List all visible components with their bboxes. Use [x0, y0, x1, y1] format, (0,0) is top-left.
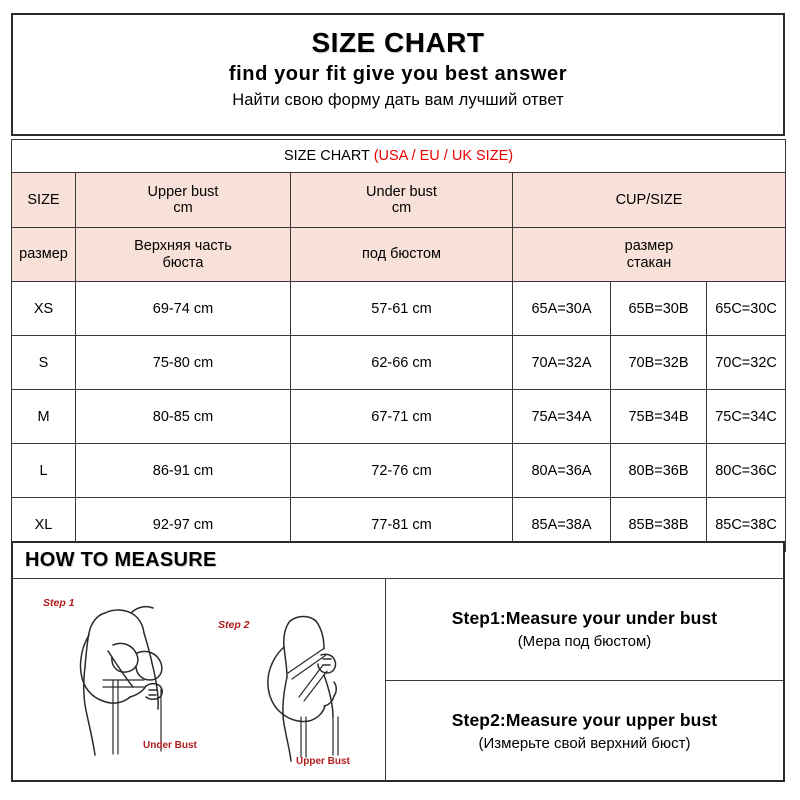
cell-cup-c: 80C=36C	[705, 443, 787, 498]
header-upper-bust-ru: Верхняя часть бюста	[75, 227, 291, 282]
illustration-label-under-bust: Under Bust	[143, 740, 197, 751]
how-to-measure-section: HOW TO MEASURE	[11, 541, 785, 782]
how-to-measure-body: Step 1 Step 2 Under Bust Upper Bust Step…	[13, 579, 783, 781]
cell-under-bust: 67-71 cm	[290, 389, 513, 444]
how-to-measure-title: HOW TO MEASURE	[13, 543, 783, 579]
table-row: L 86-91 cm 72-76 cm 80A=36A 80B=36B 80C=…	[11, 443, 787, 498]
subtitle-russian: Найти свою форму дать вам лучший ответ	[232, 91, 564, 110]
table-row: M 80-85 cm 67-71 cm 75A=34A 75B=34B 75C=…	[11, 389, 787, 444]
header-upper-bust-unit: cm	[173, 200, 193, 216]
step-2-text-russian: (Измерьте свой верхний бюст)	[478, 734, 691, 752]
cell-cup-b: 65B=30B	[610, 281, 707, 336]
illustration-label-upper-bust: Upper Bust	[296, 756, 350, 767]
table-row: S 75-80 cm 62-66 cm 70A=32A 70B=32B 70C=…	[11, 335, 787, 390]
caption-region-text: (USA / EU / UK SIZE)	[373, 148, 514, 164]
header-upper-bust-ru-line1: Верхняя часть	[134, 238, 232, 255]
cell-size: XS	[11, 281, 76, 336]
header-cup-size-ru-line2: стакан	[626, 254, 672, 271]
header-cup-size-ru: размер стакан	[511, 227, 787, 282]
header-under-bust-ru: под бюстом	[290, 227, 513, 282]
caption-size-chart-text: SIZE CHART	[283, 148, 374, 164]
size-chart-table-wrapper: SIZE CHART (USA / EU / UK SIZE) SIZE Upp…	[10, 139, 787, 552]
cell-size: M	[11, 389, 76, 444]
cell-upper-bust: 86-91 cm	[75, 443, 291, 498]
table-row: XS 69-74 cm 57-61 cm 65A=30A 65B=30B 65C…	[11, 281, 787, 336]
table-caption-row: SIZE CHART (USA / EU / UK SIZE)	[10, 139, 787, 173]
cell-size: S	[11, 335, 76, 390]
cell-cup-a: 80A=36A	[512, 443, 611, 498]
cell-cup-a: 65A=30A	[512, 281, 611, 336]
cell-cup-b: 75B=34B	[610, 389, 707, 444]
cell-under-bust: 62-66 cm	[290, 335, 513, 390]
cell-cup-a: 75A=34A	[512, 389, 611, 444]
measure-steps-pane: Step1:Measure your under bust (Мера под …	[386, 579, 783, 781]
cell-under-bust: 72-76 cm	[290, 443, 513, 498]
cell-cup-b: 80B=36B	[610, 443, 707, 498]
page-title: SIZE CHART	[311, 27, 485, 58]
step-1-text-english: Step1:Measure your under bust	[451, 608, 718, 629]
subtitle-english: find your fit give you best answer	[228, 63, 568, 86]
body-measurement-illustration	[79, 605, 339, 762]
cell-under-bust: 57-61 cm	[290, 281, 513, 336]
table-caption-cell: SIZE CHART (USA / EU / UK SIZE)	[10, 139, 787, 173]
cell-upper-bust: 80-85 cm	[75, 389, 291, 444]
cell-cup-c: 75C=34C	[705, 389, 787, 444]
title-banner: SIZE CHART find your fit give you best a…	[11, 13, 785, 136]
table-header-row-russian: размер Верхняя часть бюста под бюстом ра…	[11, 227, 787, 282]
measure-illustration-pane: Step 1 Step 2 Under Bust Upper Bust	[13, 579, 386, 781]
step-2-text-english: Step2:Measure your upper bust	[451, 709, 718, 730]
measure-step-2: Step2:Measure your upper bust (Измерьте …	[386, 681, 783, 782]
header-cup-size-ru-line1: размер	[624, 238, 674, 255]
header-under-bust-label: Under bust	[366, 183, 437, 200]
cell-cup-a: 70A=32A	[512, 335, 611, 390]
header-size-en: SIZE	[11, 172, 76, 228]
cell-cup-c: 70C=32C	[705, 335, 787, 390]
size-chart-table: SIZE CHART (USA / EU / UK SIZE) SIZE Upp…	[10, 139, 787, 552]
header-upper-bust-en: Upper bust cm	[75, 172, 291, 228]
step-1-text-russian: (Мера под бюстом)	[517, 633, 652, 651]
cell-upper-bust: 69-74 cm	[75, 281, 291, 336]
cell-cup-c: 65C=30C	[705, 281, 787, 336]
cell-upper-bust: 75-80 cm	[75, 335, 291, 390]
header-cup-size-en: CUP/SIZE	[511, 172, 787, 228]
measure-step-1: Step1:Measure your under bust (Мера под …	[386, 579, 783, 681]
header-upper-bust-ru-line2: бюста	[162, 254, 204, 271]
header-upper-bust-label: Upper bust	[147, 183, 219, 200]
header-under-bust-en: Under bust cm	[290, 172, 513, 228]
illustration-label-step1: Step 1	[43, 597, 75, 609]
cell-size: L	[11, 443, 76, 498]
cell-cup-b: 70B=32B	[610, 335, 707, 390]
illustration-label-step2: Step 2	[218, 619, 250, 631]
table-header-row-english: SIZE Upper bust cm Under bust cm CUP/SIZ…	[11, 172, 787, 228]
header-size-ru: размер	[11, 227, 76, 282]
header-under-bust-unit: cm	[391, 200, 412, 216]
